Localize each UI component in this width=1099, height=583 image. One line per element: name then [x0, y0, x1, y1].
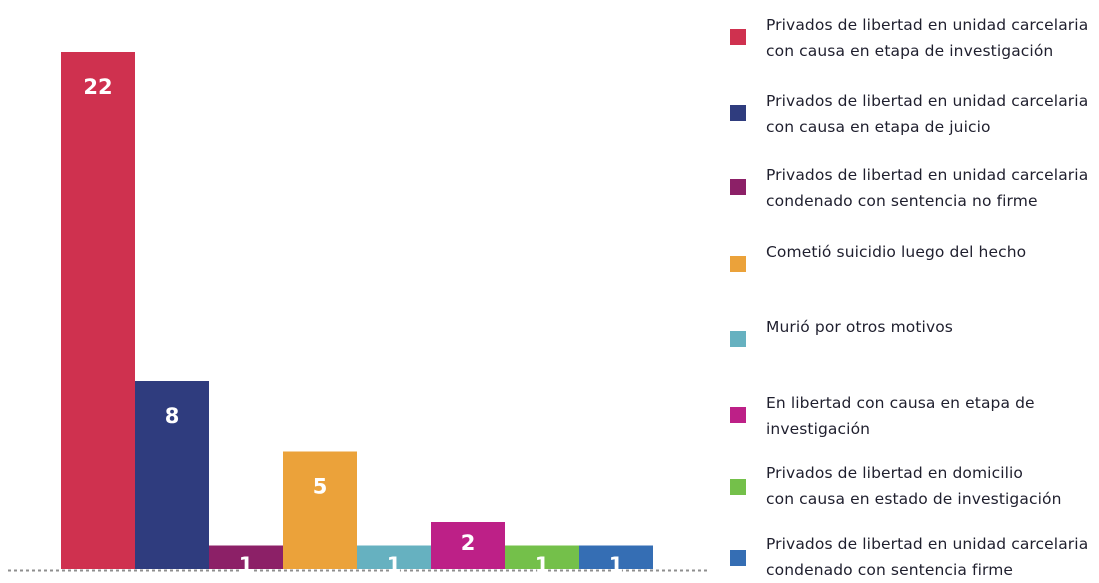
bar-value-label: 1 [239, 553, 254, 577]
bar [579, 545, 653, 569]
bar-value-label: 1 [535, 553, 550, 577]
bar [283, 451, 357, 569]
bar-value-label: 1 [387, 553, 402, 577]
bar [135, 381, 209, 569]
bar-value-label: 1 [609, 553, 624, 577]
bar [505, 545, 579, 569]
bar [61, 52, 135, 569]
bar [209, 545, 283, 569]
bar [357, 545, 431, 569]
bar-value-label: 2 [461, 531, 476, 555]
bar-value-label: 22 [83, 75, 112, 99]
bar-value-label: 8 [165, 404, 180, 428]
bar-value-label: 5 [313, 475, 328, 499]
bar [431, 522, 505, 569]
